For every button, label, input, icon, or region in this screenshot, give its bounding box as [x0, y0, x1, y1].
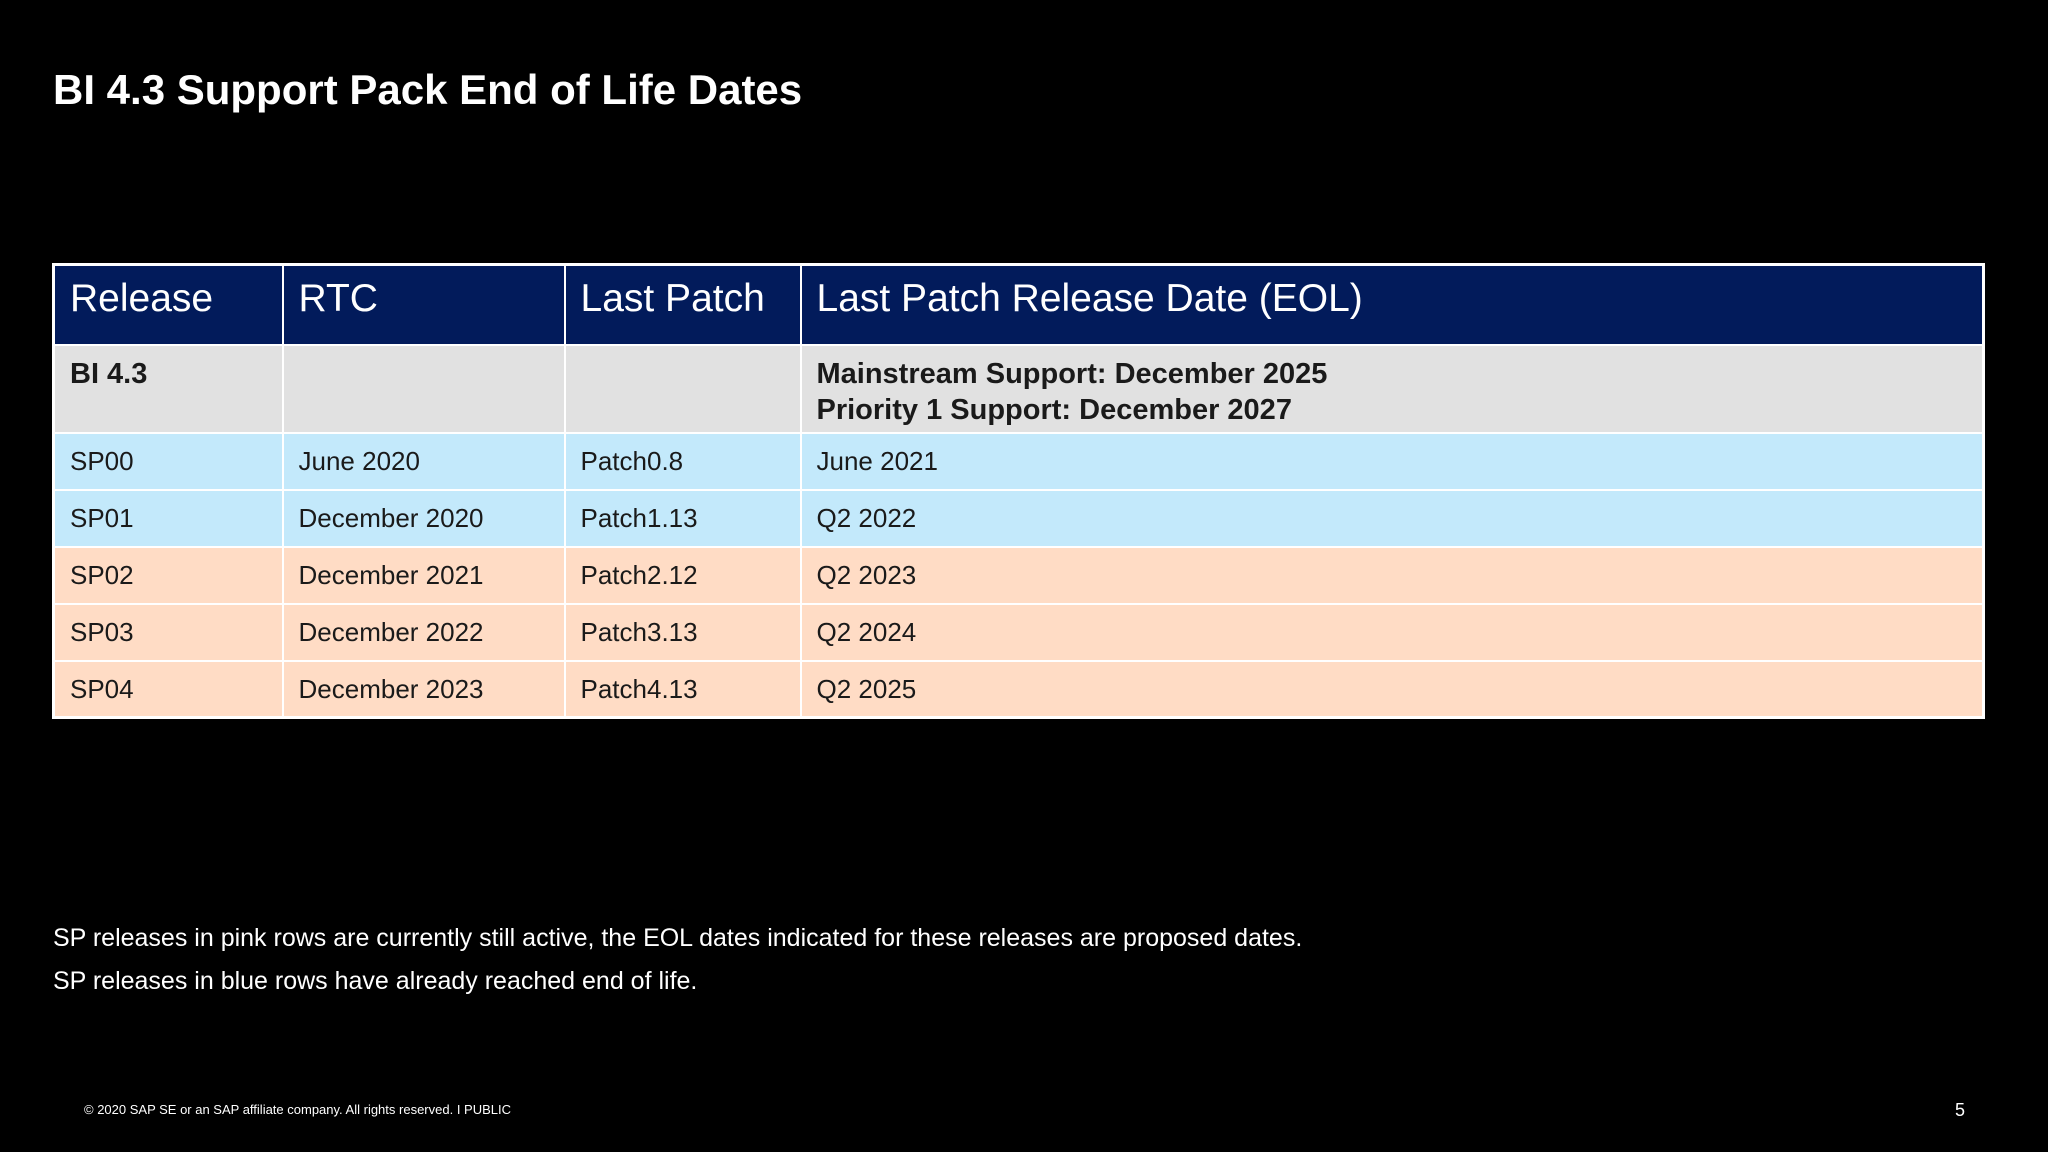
table-row: SP02 December 2021 Patch2.12 Q2 2023: [52, 545, 1985, 605]
column-header-eol-date: Last Patch Release Date (EOL): [799, 263, 1985, 346]
cell-support-dates: Mainstream Support: December 2025 Priori…: [799, 343, 1985, 434]
table-row: SP01 December 2020 Patch1.13 Q2 2022: [52, 488, 1985, 548]
cell-rtc: December 2020: [281, 488, 566, 548]
mainstream-support-text: Mainstream Support: December 2025: [816, 357, 1328, 390]
page-number: 5: [1954, 1100, 1965, 1120]
cell-release: SP04: [52, 659, 284, 719]
cell-last-patch: Patch2.12: [563, 545, 802, 605]
cell-rtc: December 2023: [281, 659, 566, 719]
cell-last-patch: Patch4.13: [563, 659, 802, 719]
cell-release: BI 4.3: [52, 343, 284, 434]
cell-release: SP00: [52, 431, 284, 491]
column-header-last-patch: Last Patch: [563, 263, 802, 346]
cell-last-patch: Patch1.13: [563, 488, 802, 548]
table-row: SP04 December 2023 Patch4.13 Q2 2025: [52, 659, 1985, 719]
cell-last-patch: Patch3.13: [563, 602, 802, 662]
cell-last-patch: [563, 343, 802, 434]
column-header-release: Release: [52, 263, 284, 346]
note-pink-rows: SP releases in pink rows are currently s…: [53, 924, 1303, 952]
cell-last-patch: Patch0.8: [563, 431, 802, 491]
cell-eol: Q2 2024: [799, 602, 1985, 662]
cell-eol: June 2021: [799, 431, 1985, 491]
priority-support-text: Priority 1 Support: December 2027: [816, 393, 1292, 426]
footer-copyright: © 2020 SAP SE or an SAP affiliate compan…: [84, 1102, 512, 1117]
table-header-row: Release RTC Last Patch Last Patch Releas…: [52, 263, 1985, 346]
cell-rtc: December 2022: [281, 602, 566, 662]
table-row-summary: BI 4.3 Mainstream Support: December 2025…: [52, 343, 1985, 434]
slide-title: BI 4.3 Support Pack End of Life Dates: [53, 66, 803, 113]
eol-dates-table: Release RTC Last Patch Last Patch Releas…: [52, 263, 1985, 719]
table-row: SP03 December 2022 Patch3.13 Q2 2024: [52, 602, 1985, 662]
cell-rtc: June 2020: [281, 431, 566, 491]
cell-release: SP01: [52, 488, 284, 548]
cell-eol: Q2 2022: [799, 488, 1985, 548]
cell-release: SP02: [52, 545, 284, 605]
cell-eol: Q2 2023: [799, 545, 1985, 605]
cell-rtc: [281, 343, 566, 434]
note-blue-rows: SP releases in blue rows have already re…: [53, 967, 698, 995]
cell-release: SP03: [52, 602, 284, 662]
cell-rtc: December 2021: [281, 545, 566, 605]
table-row: SP00 June 2020 Patch0.8 June 2021: [52, 431, 1985, 491]
cell-eol: Q2 2025: [799, 659, 1985, 719]
column-header-rtc: RTC: [281, 263, 566, 346]
